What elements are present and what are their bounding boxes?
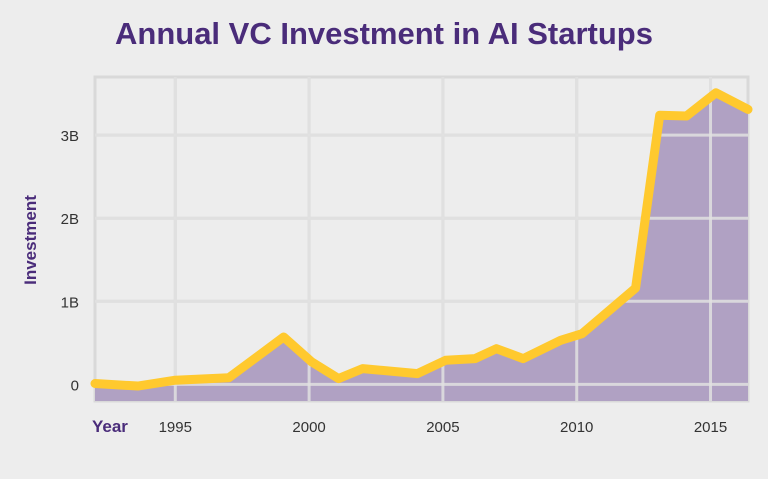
y-tick-label: 0 — [71, 377, 79, 394]
x-tick-label: 1995 — [159, 419, 192, 436]
y-tick-label: 3B — [61, 128, 79, 145]
y-tick-label: 1B — [61, 294, 79, 311]
x-tick-label: 2010 — [560, 419, 593, 436]
y-axis-label: Investment — [21, 195, 40, 285]
x-axis-label: Year — [92, 417, 128, 436]
x-tick-label: 2000 — [292, 419, 325, 436]
chart-title: Annual VC Investment in AI Startups — [115, 16, 653, 51]
area-fill — [95, 92, 748, 402]
series-line — [90, 88, 753, 391]
y-tick-labels: 0 1B 2B 3B — [61, 128, 79, 394]
x-tick-labels: 1995 2000 2005 2010 2015 — [159, 419, 728, 436]
y-tick-label: 2B — [61, 211, 79, 228]
x-tick-label: 2005 — [426, 419, 459, 436]
x-tick-label: 2015 — [694, 419, 727, 436]
grid-overlay — [94, 77, 749, 401]
